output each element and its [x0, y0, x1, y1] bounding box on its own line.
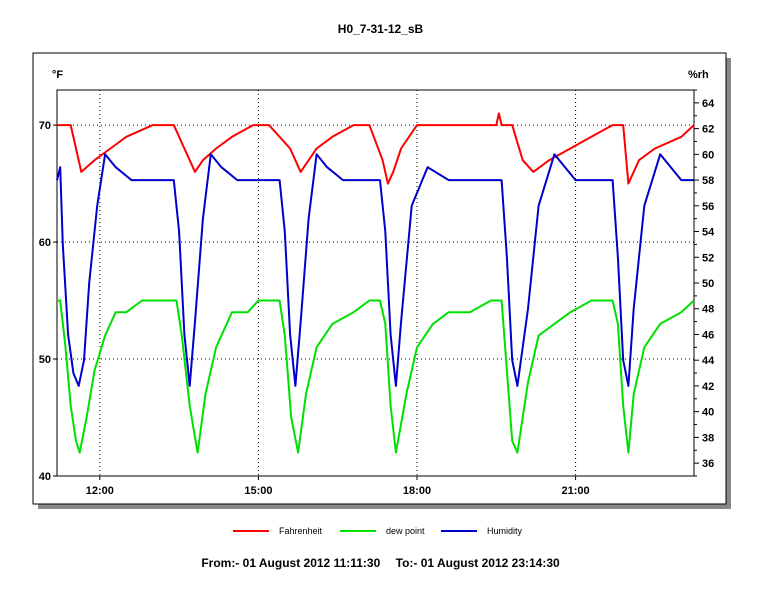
date-range-footer: From:- 01 August 2012 11:11:30 To:- 01 A…	[0, 556, 761, 570]
y-right-tick-label: 44	[702, 355, 715, 367]
x-tick-label: 18:00	[403, 485, 431, 497]
fahrenheit-line	[57, 112, 695, 185]
dew-point-line	[57, 299, 695, 454]
series-layer	[56, 112, 695, 454]
legend-item-humidity: Humidity	[441, 526, 522, 536]
x-tick-label: 15:00	[244, 485, 272, 497]
y-left-tick-label: 60	[39, 237, 51, 249]
y-left-tick-label: 50	[39, 354, 51, 366]
legend-label-dew-point: dew point	[386, 526, 425, 536]
legend-label-fahrenheit: Fahrenheit	[279, 526, 323, 536]
y-right-tick-label: 58	[702, 175, 714, 187]
y-right-tick-label: 56	[702, 201, 714, 213]
x-tick-label: 21:00	[562, 485, 590, 497]
y-right-tick-label: 54	[702, 227, 715, 239]
legend-swatch-dew-point	[340, 530, 376, 532]
y-right-tick-label: 48	[702, 304, 714, 316]
y-right-tick-label: 36	[702, 458, 714, 470]
legend: Fahrenheit dew point Humidity	[0, 526, 761, 542]
to-date: To:- 01 August 2012 23:14:30	[395, 556, 560, 570]
y-left-axis-label: °F	[52, 69, 63, 81]
chart-title: H0_7-31-12_sB	[337, 22, 424, 36]
legend-label-humidity: Humidity	[487, 526, 523, 536]
grid-layer	[57, 90, 694, 476]
axes-layer: 12:00 15:00 18:00 21:00 40 50 60 70 36 38 40 42 44 46…	[39, 89, 715, 497]
y-right-tick-label: 62	[702, 124, 714, 136]
y-right-tick-label: 42	[702, 381, 714, 393]
y-right-tick-label: 46	[702, 329, 714, 341]
y-right-tick-label: 40	[702, 407, 714, 419]
y-right-tick-label: 52	[702, 252, 714, 264]
plot-area	[56, 89, 695, 477]
y-right-tick-label: 64	[702, 98, 715, 110]
y-right-tick-label: 38	[702, 432, 714, 444]
y-right-axis-label: %rh	[688, 69, 709, 81]
y-left-tick-label: 70	[39, 120, 51, 132]
legend-swatch-humidity	[441, 530, 477, 532]
humidity-line	[56, 153, 694, 387]
legend-swatch-fahrenheit	[233, 530, 269, 532]
x-tick-label: 12:00	[86, 485, 114, 497]
from-date: From:- 01 August 2012 11:11:30	[201, 556, 381, 570]
y-right-tick-label: 50	[702, 278, 714, 290]
y-right-tick-label: 60	[702, 149, 714, 161]
legend-item-dew-point: dew point	[340, 526, 425, 536]
y-left-tick-label: 40	[39, 471, 51, 483]
legend-item-fahrenheit: Fahrenheit	[233, 526, 322, 536]
